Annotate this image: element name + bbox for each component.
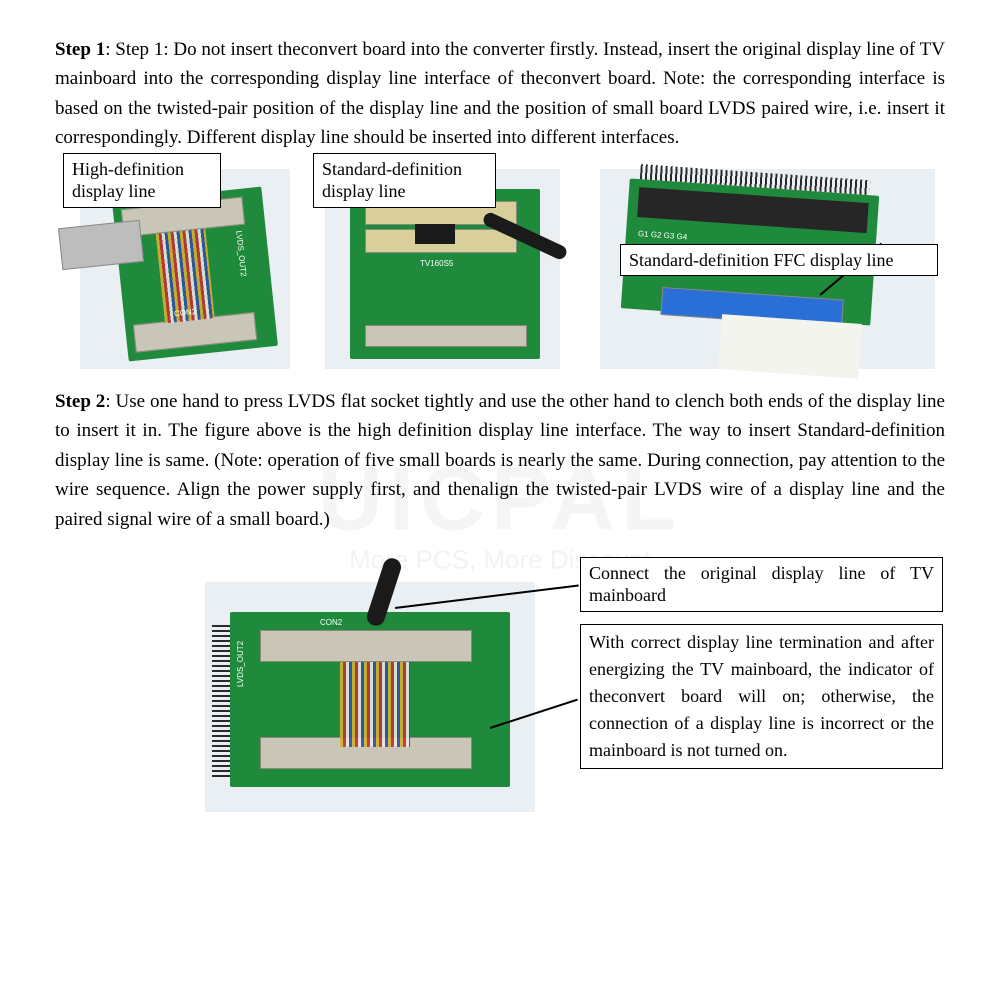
fig2-callout-2: With correct display line termination an… xyxy=(580,624,943,769)
step2-text: : Use one hand to press LVDS flat socket… xyxy=(55,391,945,530)
step2-paragraph: Step 2: Use one hand to press LVDS flat … xyxy=(55,387,945,534)
step1-label: Step 1 xyxy=(55,39,105,60)
figure-2: LVDS_OUT2 CON2 Connect the original disp… xyxy=(55,552,945,852)
figure-row-1: LVDS_OUT2 CON2 TV160S5 G1 G2 G3 G4 xyxy=(55,159,945,379)
step1-paragraph: Step 1: Step 1: Do not insert theconvert… xyxy=(55,35,945,153)
step2-label: Step 2 xyxy=(55,391,105,412)
label-hd: High-definition display line xyxy=(63,153,221,208)
label-ffc: Standard-definition FFC display line xyxy=(620,244,938,277)
step1-text: : Step 1: Do not insert theconvert board… xyxy=(55,39,945,148)
label-sd: Standard-definition display line xyxy=(313,153,496,208)
fig2-callout-1: Connect the original display line of TV … xyxy=(580,557,943,612)
